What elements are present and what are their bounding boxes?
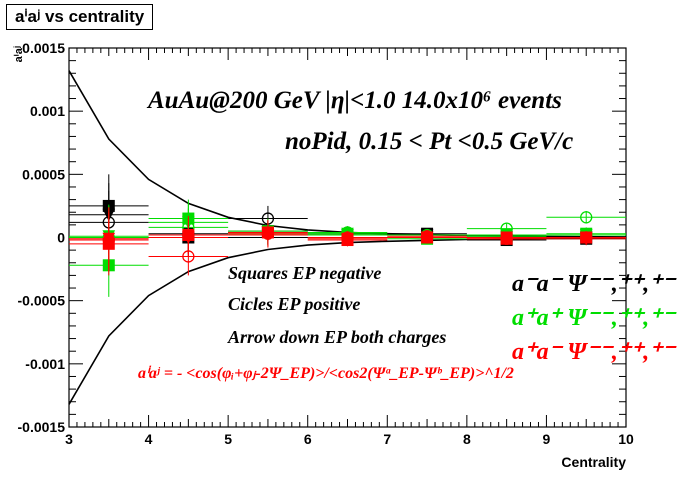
y-tick-label: -0.0005 (18, 293, 66, 309)
x-tick-label: 5 (224, 431, 232, 447)
legend-entry: a⁺a⁻ Ψ⁻⁻,⁺⁺,⁺⁻ (512, 339, 677, 365)
x-axis-label: Centrality (561, 454, 626, 470)
y-tick-label: 0 (57, 230, 65, 246)
x-tick-label: 8 (463, 431, 471, 447)
x-tick-label: 9 (543, 431, 551, 447)
legend-entry: a⁺a⁺ Ψ⁻⁻,⁺⁺,⁺⁻ (512, 305, 677, 331)
y-tick-label: 0.0005 (22, 166, 65, 182)
annotation-events: AuAu@200 GeV |η|<1.0 14.0x10⁶ events (146, 87, 562, 114)
data-point (500, 231, 513, 245)
data-point (579, 232, 593, 246)
x-tick-label: 10 (618, 431, 634, 447)
x-tick-label: 4 (145, 431, 153, 447)
data-point (341, 232, 354, 246)
data-point (580, 211, 593, 224)
x-tick-label: 7 (383, 431, 391, 447)
data-point (182, 231, 195, 245)
annotation-circles: Cicles EP positive (228, 294, 360, 314)
data-point (102, 232, 116, 246)
annotation-formula: aⁱaʲ = - <cos(φᵢ+φⱼ-2Ψ_EP)>/<cos2(Ψᵃ_EP-… (138, 365, 514, 382)
x-tick-label: 6 (304, 431, 312, 447)
chart-title: aⁱaʲ vs centrality (6, 4, 154, 30)
x-tick-label: 3 (65, 431, 73, 447)
annotation-arrows: Arrow down EP both charges (227, 327, 446, 347)
data-point (261, 228, 275, 242)
y-tick-label: 0.0015 (22, 40, 65, 56)
y-tick-label: -0.0015 (18, 419, 66, 435)
y-tick-label: -0.001 (25, 356, 65, 372)
y-axis-label: aⁱaʲ (12, 46, 25, 62)
data-point (420, 231, 434, 245)
legend-entry: a⁻a⁻ Ψ⁻⁻,⁺⁺,⁺⁻ (512, 271, 677, 297)
y-tick-label: 0.001 (30, 103, 65, 119)
annotation-squares: Squares EP negative (228, 263, 381, 283)
annotation-cuts: noPid, 0.15 < Pt <0.5 GeV/c (285, 128, 573, 155)
